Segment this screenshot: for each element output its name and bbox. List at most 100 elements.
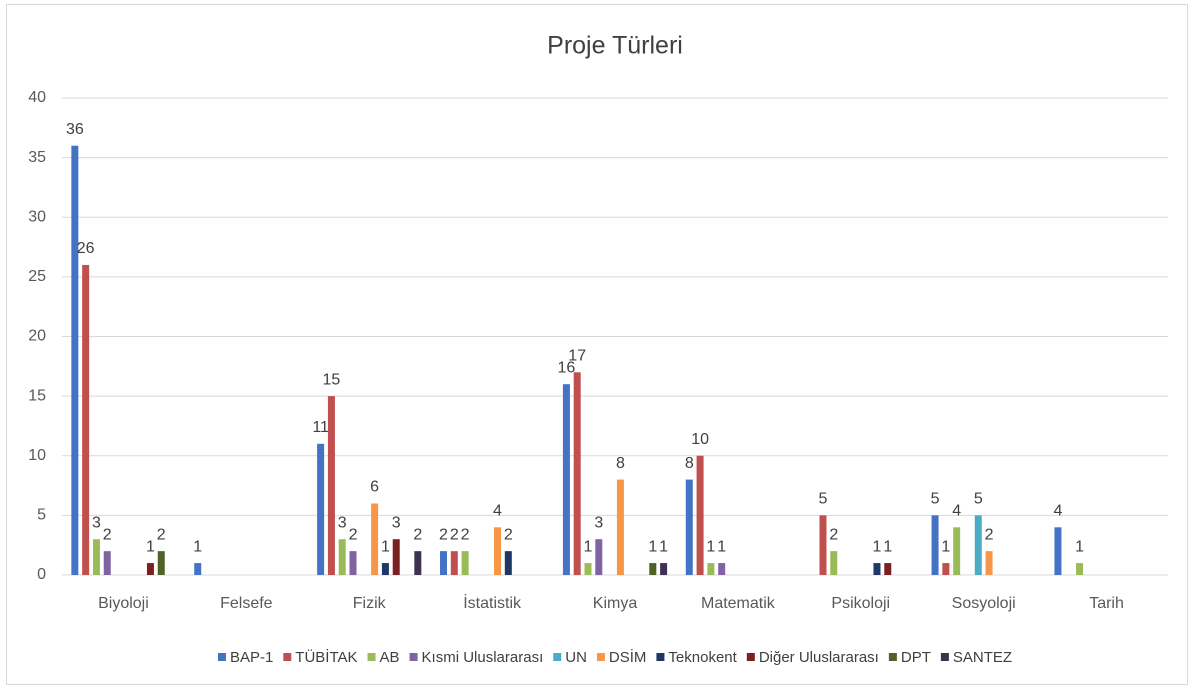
value-label: 36 [66,121,84,138]
value-label: 1 [381,538,390,555]
legend-label: DSİM [609,648,647,666]
bar [392,539,400,575]
legend-label: BAP-1 [230,649,273,666]
bar [830,551,838,575]
value-label: 4 [493,503,502,520]
bar [414,551,422,575]
legend-label: TÜBİTAK [295,648,357,666]
y-tick-label: 40 [28,89,46,106]
bar [873,563,881,575]
value-label: 2 [439,526,448,543]
value-label: 2 [450,526,459,543]
bar [884,563,892,575]
value-label: 8 [616,455,625,472]
bar [573,372,581,575]
y-tick-label: 5 [37,507,46,524]
bar [696,455,704,575]
bar [327,396,335,575]
value-label: 2 [461,526,470,543]
value-label: 17 [568,347,586,364]
legend-swatch [596,653,605,661]
bar [146,563,154,575]
x-tick-label: Matematik [701,595,776,612]
legend-label: DPT [901,649,931,666]
value-label: 2 [413,526,422,543]
value-label: 1 [873,538,882,555]
chart-title: Proje Türleri [547,32,683,60]
value-label: 4 [1054,503,1063,520]
legend-swatch [367,653,376,661]
bar [92,539,100,575]
value-label: 5 [974,491,983,508]
bar [317,443,325,575]
x-tick-label: Psikoloji [831,595,890,612]
value-label: 2 [157,526,166,543]
x-tick-label: Tarih [1089,595,1124,612]
bar [349,551,357,575]
legend-swatch [656,653,665,661]
bar [974,515,982,575]
x-tick-label: Fizik [353,595,387,612]
value-label: 2 [349,526,358,543]
legend-swatch [553,653,562,661]
value-label: 3 [92,514,101,531]
value-label: 1 [648,538,657,555]
bar [685,479,693,575]
bar [707,563,715,575]
legend-label: SANTEZ [953,649,1012,666]
value-label: 1 [1075,538,1084,555]
y-tick-label: 20 [28,328,46,345]
value-label: 26 [77,240,95,257]
legend-swatch [217,653,226,661]
legend-label: Teknokent [668,649,737,666]
bar [82,264,90,575]
bar [157,551,165,575]
bar [953,527,961,575]
bar [616,479,624,575]
bar [942,563,950,575]
bar [931,515,939,575]
value-label: 1 [883,538,892,555]
value-label: 1 [706,538,715,555]
legend-swatch [940,653,949,661]
bar [381,563,389,575]
legend-swatch [409,653,418,661]
bar [450,551,458,575]
legend-label: Diğer Uluslararası [759,649,879,666]
value-label: 5 [819,491,828,508]
value-label: 1 [146,538,155,555]
bar [562,384,570,575]
value-label: 1 [941,538,950,555]
legend-label: AB [380,649,400,666]
bar [338,539,346,575]
bar [71,145,79,575]
bar [440,551,448,575]
x-tick-label: İstatistik [463,593,522,612]
bar [494,527,502,575]
legend-swatch [283,653,292,661]
bar [1054,527,1062,575]
value-label: 3 [392,514,401,531]
bar [1076,563,1084,575]
value-label: 11 [312,419,329,436]
y-tick-label: 10 [28,447,46,464]
x-tick-label: Sosyoloji [952,595,1016,612]
value-label: 6 [370,479,379,496]
y-tick-label: 25 [28,268,46,285]
bar [985,551,993,575]
bar [649,563,657,575]
bar [103,551,111,575]
legend-swatch [888,653,897,661]
y-tick-label: 0 [37,566,46,583]
value-label: 3 [338,514,347,531]
y-tick-label: 15 [28,387,46,404]
value-label: 1 [584,538,593,555]
bar [660,563,668,575]
bar [718,563,726,575]
legend-label: UN [565,649,587,666]
value-label: 1 [717,538,726,555]
value-label: 4 [952,503,961,520]
bar [819,515,827,575]
bar [504,551,512,575]
